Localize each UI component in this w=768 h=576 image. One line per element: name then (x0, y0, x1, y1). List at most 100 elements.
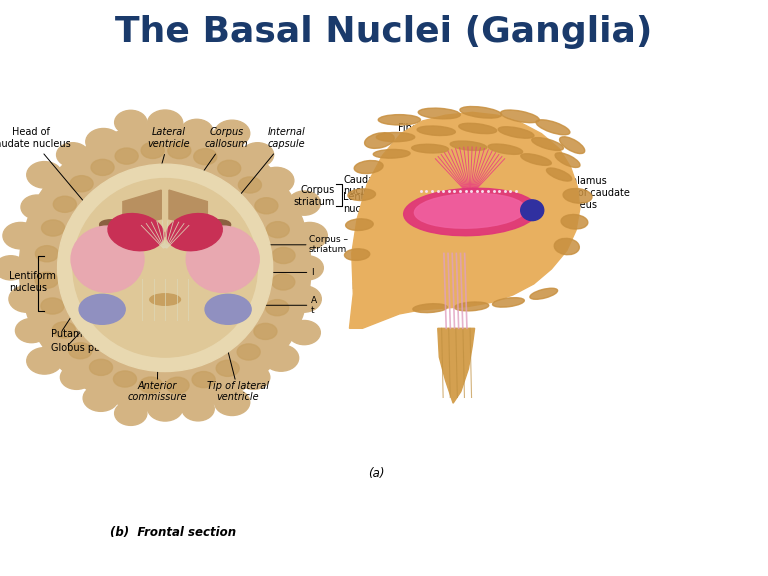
Text: Caudate
nucleus: Caudate nucleus (343, 175, 434, 196)
Text: Anterior
commissure: Anterior commissure (127, 381, 187, 403)
Ellipse shape (182, 397, 214, 421)
Ellipse shape (15, 319, 48, 343)
Ellipse shape (35, 272, 58, 288)
Ellipse shape (259, 167, 294, 194)
Ellipse shape (217, 160, 240, 176)
Ellipse shape (561, 214, 588, 229)
Ellipse shape (365, 132, 394, 149)
Ellipse shape (555, 153, 580, 168)
Text: Corpus
striatum: Corpus striatum (293, 185, 335, 207)
Text: Corpus –
striatum: Corpus – striatum (309, 235, 348, 255)
Ellipse shape (498, 127, 534, 138)
Text: Lentiform
nucleus: Lentiform nucleus (9, 271, 56, 293)
Ellipse shape (35, 246, 58, 262)
Ellipse shape (83, 385, 118, 411)
Ellipse shape (560, 137, 584, 154)
Text: (a): (a) (368, 467, 385, 480)
Text: Internal capsule
(projection fibers
run deep to
lentiform nucleus): Internal capsule (projection fibers run … (352, 236, 453, 291)
Ellipse shape (0, 256, 27, 280)
Text: (b)  Frontal section: (b) Frontal section (110, 526, 236, 539)
Ellipse shape (492, 298, 525, 307)
Ellipse shape (272, 274, 295, 290)
Ellipse shape (254, 323, 277, 339)
Ellipse shape (91, 160, 114, 176)
Ellipse shape (501, 110, 539, 123)
Text: Internal
capsule: Internal capsule (224, 127, 306, 214)
Ellipse shape (263, 344, 299, 371)
Ellipse shape (554, 238, 579, 255)
Ellipse shape (180, 119, 213, 143)
Ellipse shape (27, 347, 62, 374)
Text: Corpus
callosum: Corpus callosum (186, 127, 248, 196)
Ellipse shape (214, 389, 250, 415)
Ellipse shape (57, 143, 89, 167)
Ellipse shape (3, 222, 38, 249)
Ellipse shape (530, 288, 558, 300)
Text: Head of
caudate nucleus: Head of caudate nucleus (0, 127, 94, 214)
Ellipse shape (521, 154, 551, 165)
Ellipse shape (286, 286, 321, 312)
Ellipse shape (455, 302, 488, 311)
Ellipse shape (346, 219, 373, 230)
Ellipse shape (450, 141, 487, 150)
Ellipse shape (205, 294, 251, 324)
Ellipse shape (460, 107, 502, 118)
Ellipse shape (90, 359, 113, 376)
Text: Globus pallidus: Globus pallidus (51, 343, 126, 354)
Ellipse shape (180, 220, 230, 241)
Text: Putamen: Putamen (51, 329, 95, 339)
Text: Thalamus: Thalamus (546, 176, 607, 203)
Ellipse shape (288, 191, 320, 215)
Text: Lentiform
nucleus: Lentiform nucleus (343, 192, 427, 214)
Ellipse shape (73, 179, 257, 357)
Ellipse shape (52, 322, 75, 338)
Ellipse shape (141, 142, 164, 158)
Polygon shape (438, 328, 475, 403)
Ellipse shape (168, 142, 191, 158)
Ellipse shape (521, 200, 544, 221)
Ellipse shape (415, 194, 525, 228)
Ellipse shape (192, 372, 215, 388)
Ellipse shape (237, 365, 270, 389)
Ellipse shape (71, 226, 144, 293)
Ellipse shape (266, 222, 290, 238)
Ellipse shape (167, 214, 222, 251)
Ellipse shape (114, 401, 147, 426)
Ellipse shape (419, 108, 460, 119)
Ellipse shape (150, 294, 180, 305)
Ellipse shape (488, 144, 522, 154)
Ellipse shape (194, 149, 217, 165)
Ellipse shape (147, 395, 183, 421)
Ellipse shape (547, 168, 571, 181)
Ellipse shape (536, 120, 570, 135)
Ellipse shape (373, 149, 410, 158)
Ellipse shape (417, 126, 455, 135)
Ellipse shape (114, 110, 147, 134)
Text: The Basal Nuclei (Ganglia): The Basal Nuclei (Ganglia) (115, 14, 653, 49)
Ellipse shape (79, 294, 125, 324)
Ellipse shape (53, 196, 76, 213)
Ellipse shape (86, 128, 121, 155)
Ellipse shape (291, 256, 323, 280)
Ellipse shape (378, 115, 421, 125)
Ellipse shape (69, 343, 92, 359)
Ellipse shape (348, 189, 376, 200)
Ellipse shape (288, 320, 320, 344)
Ellipse shape (41, 220, 65, 236)
Ellipse shape (108, 214, 164, 251)
Ellipse shape (531, 138, 564, 150)
Polygon shape (169, 190, 207, 228)
Ellipse shape (238, 177, 261, 193)
Ellipse shape (413, 304, 447, 313)
Ellipse shape (214, 120, 250, 147)
Ellipse shape (376, 132, 415, 142)
Ellipse shape (58, 164, 273, 372)
Ellipse shape (241, 143, 273, 167)
Polygon shape (349, 112, 580, 328)
Text: I: I (311, 268, 313, 277)
Ellipse shape (292, 222, 327, 249)
Ellipse shape (216, 360, 239, 376)
Ellipse shape (412, 144, 449, 153)
Ellipse shape (458, 123, 497, 134)
Ellipse shape (100, 220, 151, 241)
